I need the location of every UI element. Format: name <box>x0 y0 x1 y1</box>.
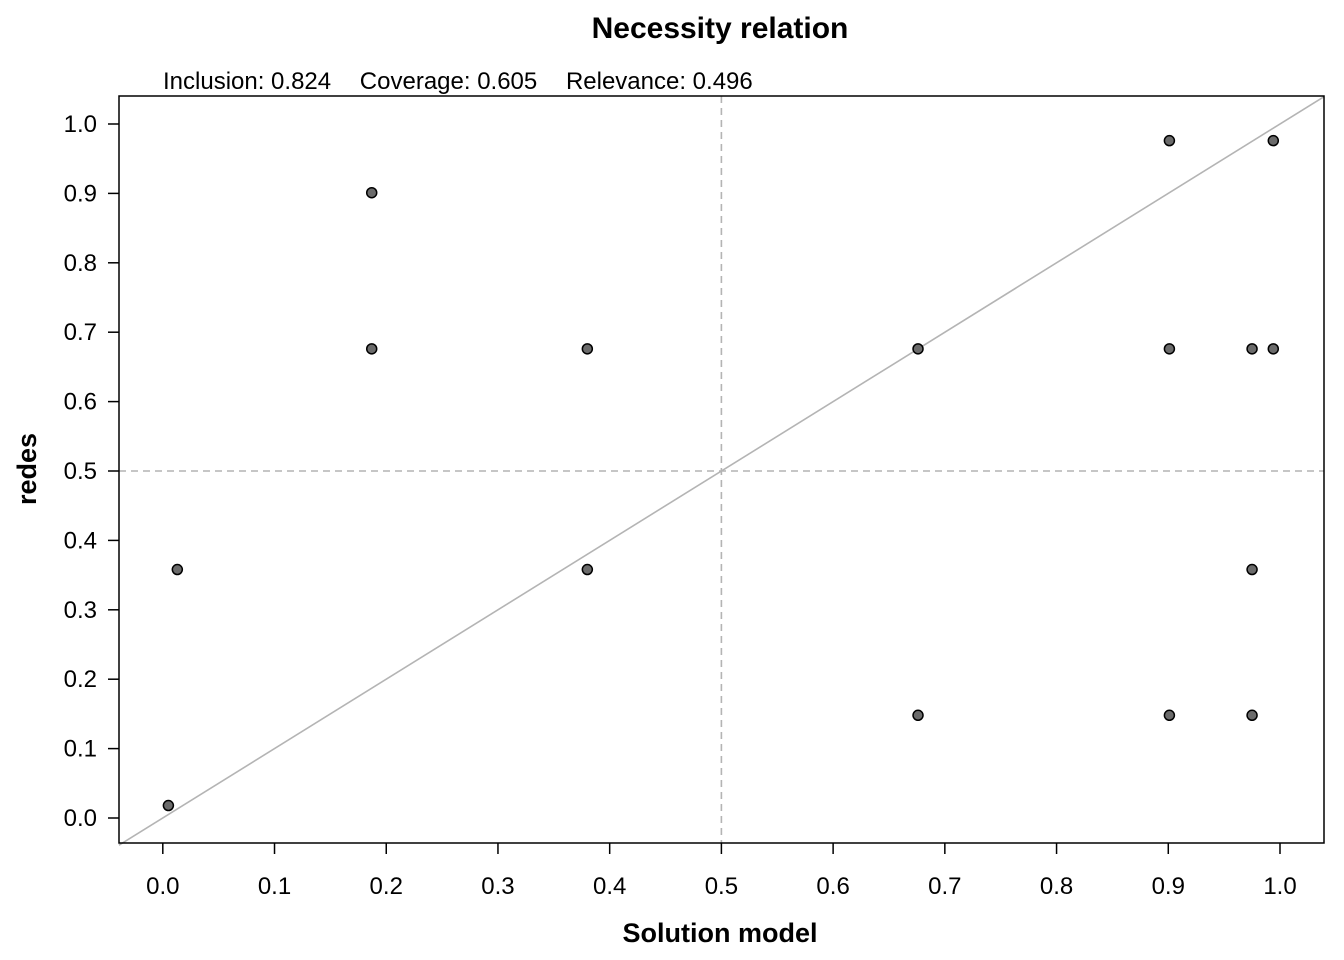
chart-title: Necessity relation <box>592 12 849 45</box>
y-tick-label-4: 0.4 <box>64 527 97 554</box>
x-tick-label-1: 0.1 <box>258 873 291 900</box>
y-tick-label-9: 0.9 <box>64 180 97 207</box>
subtitle-relevance: Relevance: 0.496 <box>566 68 753 95</box>
x-tick-label-0: 0.0 <box>146 873 179 900</box>
data-point-5 <box>581 343 594 355</box>
data-points <box>162 134 1280 812</box>
data-point-14 <box>1246 709 1258 722</box>
reference-lines <box>118 95 1325 846</box>
x-tick-label-4: 0.4 <box>593 873 626 900</box>
y-tick-label-2: 0.2 <box>64 666 97 693</box>
x-tick-label-2: 0.2 <box>370 873 403 900</box>
y-tick-label-3: 0.3 <box>64 597 97 624</box>
data-point-10 <box>1163 343 1176 355</box>
x-tick-label-7: 0.7 <box>928 873 961 900</box>
y-tick-label-7: 0.7 <box>64 319 97 346</box>
data-point-13 <box>1246 563 1258 576</box>
subtitle-inclusion: Inclusion: 0.824 <box>163 68 331 95</box>
y-tick-label-0: 0.0 <box>64 805 97 832</box>
data-point-2 <box>171 563 184 576</box>
x-tick-label-6: 0.6 <box>816 873 849 900</box>
data-point-8 <box>912 709 924 722</box>
data-point-16 <box>1267 343 1280 355</box>
y-tick-label-6: 0.6 <box>64 389 97 416</box>
data-point-4 <box>365 343 378 355</box>
data-point-15 <box>1267 134 1280 147</box>
data-point-6 <box>581 563 594 576</box>
x-tick-label-10: 1.0 <box>1263 873 1296 900</box>
y-tick-label-5: 0.5 <box>64 458 97 485</box>
data-point-7 <box>912 343 924 355</box>
y-tick-label-8: 0.8 <box>64 250 97 277</box>
data-point-11 <box>1163 709 1176 722</box>
data-point-9 <box>1163 134 1176 147</box>
x-tick-label-9: 0.9 <box>1152 873 1185 900</box>
x-axis-label: Solution model <box>623 918 818 948</box>
y-tick-label-1: 0.1 <box>64 736 97 763</box>
data-point-3 <box>365 186 378 199</box>
x-axis: 0.0 0.1 0.2 0.3 0.4 0.5 0.6 0.7 0.8 0.9 1.0 <box>146 843 1297 900</box>
x-tick-label-8: 0.8 <box>1040 873 1073 900</box>
y-axis: 0.0 0.1 0.2 0.3 0.4 0.5 0.6 0.7 0.8 0.9 1.0 <box>64 111 119 832</box>
subtitle-coverage: Coverage: 0.605 <box>360 68 537 95</box>
data-point-12 <box>1246 343 1258 355</box>
chart-subtitle: Inclusion: 0.824 Coverage: 0.605 Relevan… <box>163 68 753 95</box>
x-tick-label-3: 0.3 <box>481 873 514 900</box>
y-tick-label-10: 1.0 <box>64 111 97 138</box>
y-axis-label: redes <box>12 433 42 505</box>
x-tick-label-5: 0.5 <box>705 873 738 900</box>
data-point-1 <box>162 799 175 812</box>
